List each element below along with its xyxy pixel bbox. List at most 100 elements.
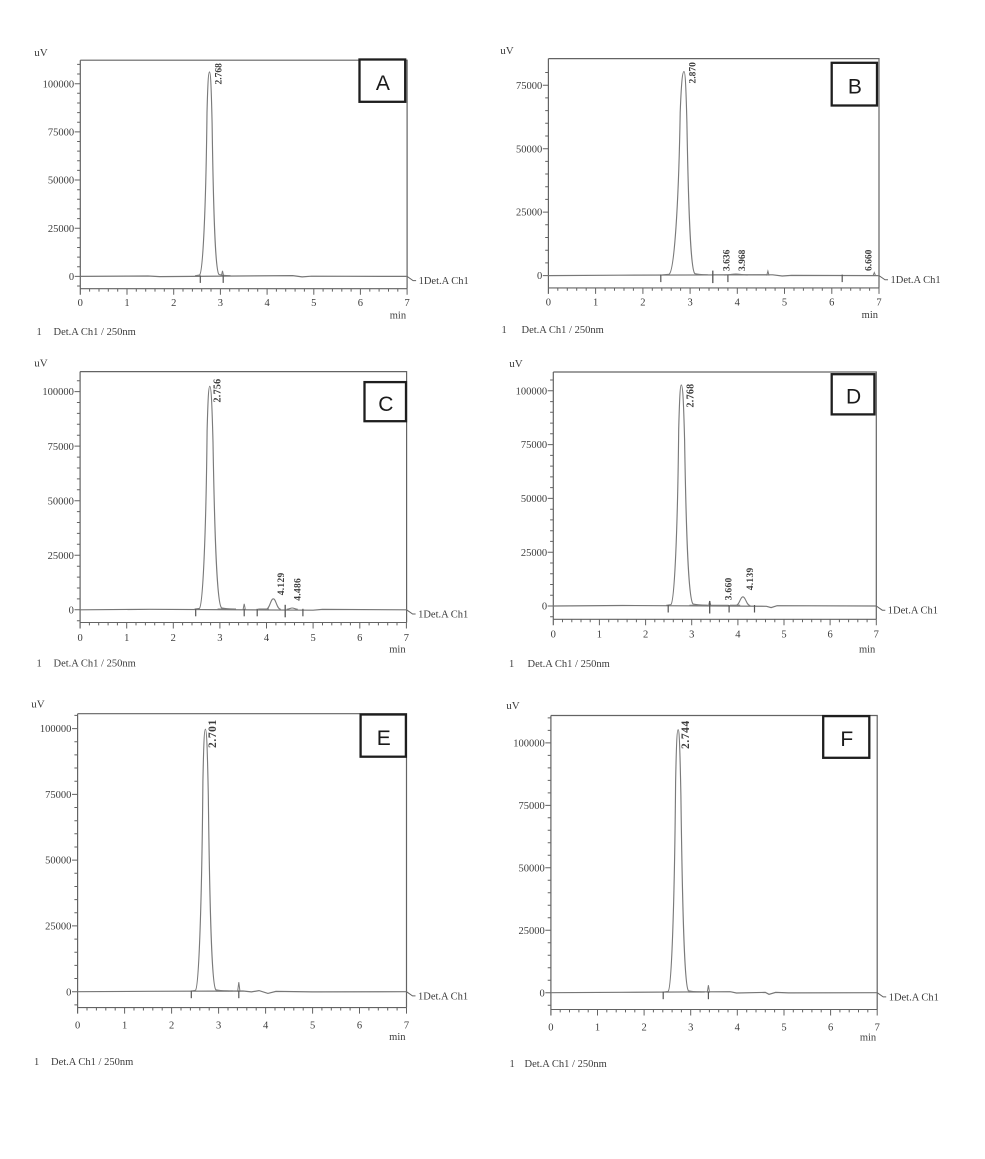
svg-text:Det.A Ch1 / 250nm: Det.A Ch1 / 250nm (51, 1057, 133, 1068)
svg-text:1: 1 (502, 325, 507, 336)
svg-text:2.701: 2.701 (207, 719, 219, 748)
svg-text:1: 1 (595, 1023, 600, 1034)
svg-text:C: C (378, 393, 393, 416)
svg-text:uV: uV (500, 45, 514, 57)
svg-text:Det.A Ch1 / 250nm: Det.A Ch1 / 250nm (522, 325, 604, 336)
svg-text:3: 3 (216, 1021, 221, 1032)
svg-text:6: 6 (828, 1023, 833, 1034)
svg-text:min: min (859, 645, 876, 656)
svg-text:4: 4 (263, 1021, 269, 1032)
svg-text:0: 0 (542, 602, 547, 613)
svg-text:1Det.A Ch1: 1Det.A Ch1 (891, 275, 941, 286)
svg-text:1: 1 (510, 1059, 515, 1070)
svg-text:5: 5 (782, 298, 787, 309)
svg-text:1: 1 (593, 298, 598, 309)
svg-text:1: 1 (37, 327, 42, 338)
svg-text:5: 5 (310, 1021, 315, 1032)
svg-text:75000: 75000 (521, 440, 547, 451)
svg-text:75000: 75000 (518, 801, 544, 812)
svg-text:2: 2 (643, 630, 648, 641)
svg-text:1Det.A Ch1: 1Det.A Ch1 (889, 992, 939, 1003)
svg-text:25000: 25000 (45, 922, 71, 933)
svg-text:2: 2 (171, 298, 176, 309)
svg-text:F: F (840, 728, 853, 751)
svg-text:0: 0 (77, 633, 82, 644)
svg-text:2.768: 2.768 (686, 384, 697, 408)
svg-text:3: 3 (688, 1023, 693, 1034)
svg-text:2: 2 (171, 633, 176, 644)
svg-text:uV: uV (31, 699, 45, 711)
svg-text:2.756: 2.756 (213, 379, 224, 403)
svg-text:2: 2 (641, 1023, 646, 1034)
svg-text:4: 4 (735, 630, 741, 641)
svg-text:3: 3 (689, 630, 694, 641)
svg-text:1: 1 (37, 659, 42, 670)
svg-text:6: 6 (829, 298, 834, 309)
svg-text:0: 0 (539, 988, 544, 999)
svg-text:uV: uV (34, 358, 48, 370)
svg-text:75000: 75000 (48, 128, 74, 139)
svg-text:0: 0 (69, 605, 74, 616)
svg-text:100000: 100000 (43, 79, 75, 90)
svg-text:25000: 25000 (48, 551, 74, 562)
svg-text:7: 7 (404, 633, 409, 644)
svg-text:0: 0 (537, 271, 542, 282)
svg-text:0: 0 (546, 298, 551, 309)
svg-text:0: 0 (78, 298, 83, 309)
svg-text:2.870: 2.870 (689, 62, 699, 84)
svg-text:2: 2 (169, 1021, 174, 1032)
svg-text:1: 1 (124, 298, 129, 309)
svg-text:4: 4 (264, 633, 270, 644)
svg-text:D: D (846, 386, 861, 409)
svg-text:A: A (376, 72, 390, 95)
svg-text:5: 5 (781, 1023, 786, 1034)
svg-text:Det.A Ch1 / 250nm: Det.A Ch1 / 250nm (525, 1059, 607, 1070)
svg-text:3.968: 3.968 (738, 249, 748, 271)
svg-text:1: 1 (509, 659, 514, 670)
svg-text:25000: 25000 (48, 224, 74, 235)
svg-text:25000: 25000 (518, 926, 544, 937)
svg-text:0: 0 (551, 630, 556, 641)
svg-text:uV: uV (34, 47, 48, 59)
svg-text:B: B (848, 76, 862, 99)
svg-text:3: 3 (687, 298, 692, 309)
svg-text:75000: 75000 (45, 790, 71, 801)
svg-text:Det.A Ch1 / 250nm: Det.A Ch1 / 250nm (528, 659, 610, 670)
svg-text:50000: 50000 (516, 144, 542, 155)
svg-text:0: 0 (75, 1021, 80, 1032)
svg-text:50000: 50000 (48, 496, 74, 507)
svg-text:100000: 100000 (513, 739, 545, 750)
svg-text:min: min (390, 311, 407, 322)
svg-text:2.768: 2.768 (214, 63, 224, 85)
svg-text:1Det.A Ch1: 1Det.A Ch1 (419, 276, 469, 287)
svg-text:3: 3 (217, 633, 222, 644)
svg-text:100000: 100000 (42, 387, 74, 398)
svg-text:4.486: 4.486 (293, 578, 303, 601)
svg-text:1Det.A Ch1: 1Det.A Ch1 (418, 609, 468, 620)
svg-text:min: min (389, 645, 406, 656)
svg-text:Det.A Ch1 / 250nm: Det.A Ch1 / 250nm (54, 659, 136, 670)
svg-text:5: 5 (310, 633, 315, 644)
svg-text:min: min (862, 310, 879, 321)
svg-text:7: 7 (875, 1023, 880, 1034)
svg-text:5: 5 (311, 298, 316, 309)
svg-text:6: 6 (357, 633, 362, 644)
svg-text:5: 5 (781, 630, 786, 641)
svg-text:7: 7 (404, 298, 409, 309)
svg-text:1Det.A Ch1: 1Det.A Ch1 (888, 606, 938, 617)
svg-text:2.744: 2.744 (680, 720, 692, 749)
svg-text:E: E (377, 727, 391, 750)
svg-text:6: 6 (358, 298, 363, 309)
svg-text:Det.A Ch1 / 250nm: Det.A Ch1 / 250nm (54, 327, 136, 338)
svg-text:min: min (860, 1033, 877, 1044)
svg-text:0: 0 (66, 987, 71, 998)
svg-text:3.636: 3.636 (723, 249, 733, 271)
svg-text:75000: 75000 (48, 442, 74, 453)
svg-text:0: 0 (548, 1023, 553, 1034)
svg-text:7: 7 (874, 630, 879, 641)
svg-text:25000: 25000 (521, 548, 547, 559)
svg-text:25000: 25000 (516, 208, 542, 219)
svg-text:75000: 75000 (516, 81, 542, 92)
svg-text:4: 4 (735, 298, 741, 309)
svg-text:100000: 100000 (516, 386, 548, 397)
